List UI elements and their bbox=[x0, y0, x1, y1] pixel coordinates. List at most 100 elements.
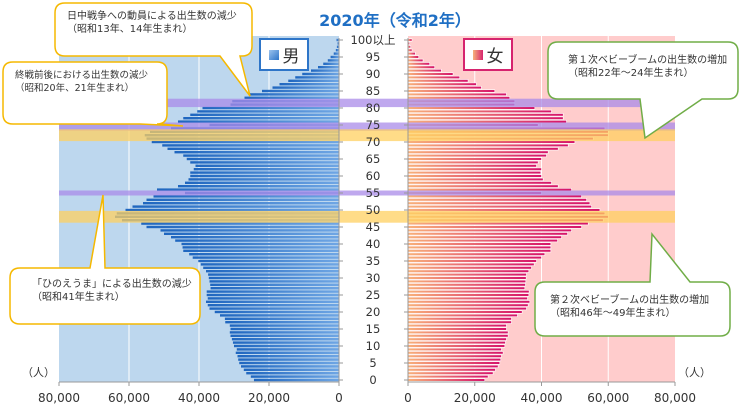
female-bar-age-97 bbox=[407, 48, 413, 52]
male-bar-age-33 bbox=[203, 266, 339, 269]
x-tick-label: 60,000 bbox=[108, 391, 150, 405]
female-bar-age-42 bbox=[407, 235, 562, 239]
x-tick-label: 60,000 bbox=[587, 391, 629, 405]
legend-female: 女 bbox=[463, 38, 513, 71]
male-bar-age-53 bbox=[146, 198, 339, 201]
male-bar-age-57 bbox=[178, 185, 339, 188]
annotation-first-baby-boom: 第１次ベビーブームの出生数の増加 （昭和22年～24年生まれ） bbox=[568, 55, 728, 79]
male-bar-age-64 bbox=[190, 161, 339, 164]
male-bar-age-76 bbox=[178, 120, 339, 123]
female-bar-age-26 bbox=[407, 289, 530, 294]
age-tick-label: 70 bbox=[366, 135, 381, 149]
female-bar-age-87 bbox=[407, 82, 477, 86]
male-bar-age-27 bbox=[210, 287, 339, 290]
female-bar-age-32 bbox=[407, 269, 530, 273]
female-bar-age-30 bbox=[407, 276, 527, 280]
male-bar-age-42 bbox=[171, 236, 339, 239]
female-bar-age-29 bbox=[407, 279, 527, 284]
age-tick-label: 40 bbox=[366, 237, 381, 251]
age-tick-label: 20 bbox=[366, 305, 381, 319]
male-bar-age-60 bbox=[190, 174, 339, 178]
male-bar-age-99 bbox=[337, 42, 339, 45]
female-bar-age-40 bbox=[407, 242, 552, 246]
male-bar-age-3 bbox=[243, 368, 339, 371]
male-bar-age-62 bbox=[193, 168, 339, 171]
male-bar-age-34 bbox=[200, 263, 339, 266]
annotation-1945-1946: 終戦前後における出生数の減少 （昭和20年、21年生まれ） bbox=[15, 70, 149, 94]
highlight-band-0 bbox=[59, 98, 675, 108]
female-bar-age-52 bbox=[407, 201, 591, 205]
age-tick-label: 45 bbox=[366, 220, 381, 234]
male-bar-age-28 bbox=[210, 283, 339, 286]
female-bar-age-20 bbox=[407, 310, 523, 314]
male-bar-age-16 bbox=[229, 324, 339, 327]
female-bar-age-38 bbox=[407, 249, 552, 253]
male-bar-age-8 bbox=[235, 351, 339, 354]
female-bar-age-53 bbox=[407, 198, 587, 202]
x-tick-label: 40,000 bbox=[178, 391, 220, 405]
female-bar-age-34 bbox=[407, 262, 535, 267]
male-bar-age-36 bbox=[192, 256, 339, 259]
age-tick-label: 30 bbox=[366, 271, 381, 285]
male-bar-age-7 bbox=[237, 355, 339, 358]
unit-label-left: （人） bbox=[22, 366, 55, 379]
male-bar-age-35 bbox=[198, 259, 339, 263]
male-bar-age-84 bbox=[249, 93, 339, 96]
male-bar-age-0 bbox=[253, 378, 339, 382]
female-bar-age-21 bbox=[407, 306, 527, 311]
female-bar-age-11 bbox=[407, 340, 506, 345]
female-bar-age-19 bbox=[407, 313, 518, 318]
male-bar-age-50 bbox=[125, 208, 339, 212]
female-bar-age-100 bbox=[407, 38, 413, 42]
male-bar-age-29 bbox=[209, 280, 339, 283]
x-tick-label: 0 bbox=[335, 391, 343, 405]
female-bar-age-94 bbox=[407, 58, 424, 62]
male-bar-age-96 bbox=[333, 52, 339, 55]
male-bar-age-90 bbox=[302, 72, 339, 76]
female-bar-age-44 bbox=[407, 228, 572, 233]
age-tick-label: 75 bbox=[366, 118, 381, 132]
male-bar-age-14 bbox=[229, 331, 339, 334]
female-bar-age-6 bbox=[407, 357, 502, 362]
annotation-hinoeuma: 「ひのえうま」による出生数の減少 （昭和41年生まれ） bbox=[32, 279, 192, 303]
callout-shape-3 bbox=[9, 194, 201, 325]
female-bar-age-86 bbox=[407, 86, 482, 90]
male-bar-age-15 bbox=[230, 327, 339, 331]
age-tick-label: 100以上 bbox=[351, 33, 396, 47]
male-bar-age-86 bbox=[272, 86, 339, 89]
male-bar-age-93 bbox=[323, 62, 339, 65]
age-tick-label: 60 bbox=[366, 169, 381, 183]
age-tick-label: 25 bbox=[366, 288, 381, 302]
callout-shape-1 bbox=[54, 2, 253, 97]
male-bar-age-43 bbox=[164, 232, 339, 235]
male-bar-age-98 bbox=[336, 45, 339, 48]
male-bar-age-65 bbox=[186, 157, 339, 161]
female-bar-age-62 bbox=[407, 167, 542, 171]
callout-shape-5 bbox=[534, 231, 731, 337]
male-bar-age-63 bbox=[195, 164, 339, 167]
female-bar-age-36 bbox=[407, 255, 542, 260]
highlight-band-3 bbox=[59, 190, 675, 196]
male-bar-age-61 bbox=[190, 171, 339, 174]
male-bar-age-6 bbox=[238, 358, 339, 361]
male-bar-age-78 bbox=[190, 113, 339, 116]
female-bar-age-43 bbox=[407, 232, 568, 236]
female-bar-age-63 bbox=[407, 164, 537, 168]
male-bar-age-22 bbox=[207, 304, 339, 307]
female-bar-age-8 bbox=[407, 351, 504, 355]
male-bar-age-31 bbox=[208, 273, 339, 276]
male-bar-age-32 bbox=[206, 270, 339, 273]
male-bar-age-5 bbox=[239, 361, 339, 365]
age-tick-label: 65 bbox=[366, 152, 381, 166]
male-bar-age-88 bbox=[288, 79, 339, 82]
male-bar-age-30 bbox=[208, 276, 339, 280]
male-bar-age-44 bbox=[160, 229, 339, 232]
x-tick-label: 80,000 bbox=[38, 391, 80, 405]
highlight-band-4 bbox=[59, 210, 675, 223]
female-bar-age-84 bbox=[407, 92, 507, 96]
female-bar-age-7 bbox=[407, 354, 502, 358]
male-bar-age-46 bbox=[141, 222, 339, 225]
female-bar-age-68 bbox=[407, 147, 559, 151]
female-bar-age-24 bbox=[407, 296, 528, 301]
